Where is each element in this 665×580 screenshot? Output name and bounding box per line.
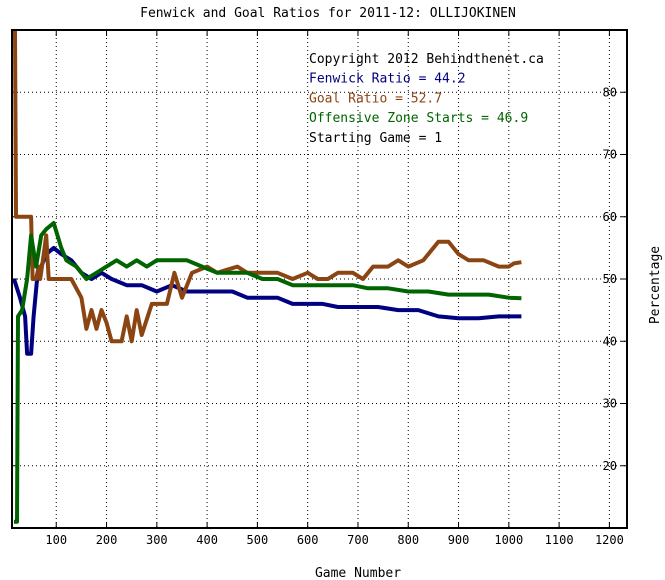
x-axis-label: Game Number xyxy=(315,566,401,580)
series-line-offensive-zone-starts xyxy=(14,221,522,524)
y-tick-label: 80 xyxy=(603,85,617,99)
x-tick-label: 600 xyxy=(297,533,319,547)
x-tick-label: 100 xyxy=(45,533,67,547)
series-lines xyxy=(13,31,522,524)
x-tick-label: 900 xyxy=(448,533,470,547)
x-tick-label: 200 xyxy=(96,533,118,547)
y-axis-label: Percentage xyxy=(648,246,663,324)
stats-annotation-line: Fenwick Ratio = 44.2 xyxy=(309,72,466,87)
y-tick-label: 70 xyxy=(603,148,617,162)
y-tick-label: 50 xyxy=(603,272,617,286)
x-tick-label: 1000 xyxy=(494,533,523,547)
axis-ticks: 100 200 300 400 500 600 700 800 900 1000 1100 1200 2… xyxy=(12,30,627,547)
series-line-goal-ratio xyxy=(13,31,522,344)
y-tick-label: 60 xyxy=(603,210,617,224)
stats-annotation-line: Offensive Zone Starts = 46.9 xyxy=(309,111,528,126)
x-tick-label: 300 xyxy=(146,533,168,547)
x-tick-label: 1100 xyxy=(545,533,574,547)
series-line-fenwick-ratio xyxy=(13,245,522,356)
stats-annotations: Copyright 2012 Behindthenet.ca Fenwick Ra… xyxy=(309,52,544,146)
x-tick-label: 800 xyxy=(397,533,419,547)
x-tick-label: 1200 xyxy=(595,533,624,547)
gridlines xyxy=(12,30,627,528)
x-tick-label: 400 xyxy=(196,533,218,547)
x-tick-label: 500 xyxy=(247,533,269,547)
y-tick-label: 40 xyxy=(603,334,617,348)
stats-annotation-line: Goal Ratio = 52.7 xyxy=(309,91,442,106)
stats-annotation-line: Starting Game = 1 xyxy=(309,131,442,146)
stats-annotation-line: Copyright 2012 Behindthenet.ca xyxy=(309,52,544,67)
chart-title: Fenwick and Goal Ratios for 2011-12: OLL… xyxy=(140,6,516,21)
y-tick-label: 30 xyxy=(603,397,617,411)
y-tick-label: 20 xyxy=(603,459,617,473)
x-tick-label: 700 xyxy=(347,533,369,547)
